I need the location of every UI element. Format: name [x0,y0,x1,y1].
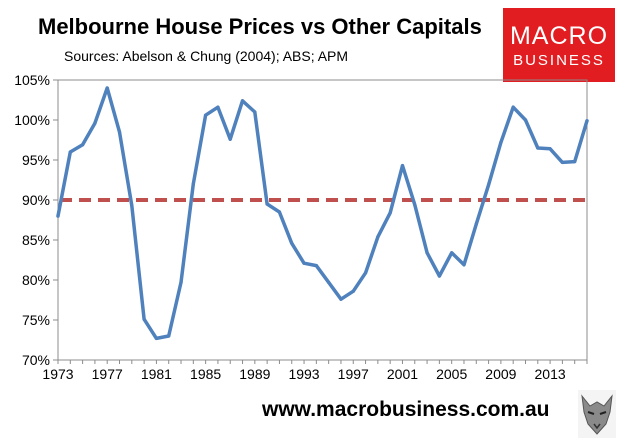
chart-title: Melbourne House Prices vs Other Capitals [38,14,482,39]
data-point [142,317,146,321]
data-point [277,210,282,214]
data-point [425,251,429,255]
y-tick-label: 105% [14,72,50,88]
x-tick-label: 1993 [288,366,319,382]
y-tick-label: 85% [22,232,50,248]
data-point [81,143,85,147]
x-tick-label: 2009 [485,366,516,382]
data-point [302,261,306,265]
data-point [130,204,134,208]
data-point [486,183,491,187]
data-point [68,150,72,154]
data-point [216,105,220,109]
x-tick-label: 2005 [436,366,467,382]
logo-line-2: BUSINESS [513,52,605,69]
logo-line-1: MACRO [509,22,609,50]
data-point [351,289,355,293]
macrobusiness-logo: MACRO BUSINESS [503,8,615,82]
data-point [179,280,183,284]
data-point [413,203,417,207]
data-point [265,202,269,206]
plot-area [57,79,588,361]
data-point [314,264,318,268]
x-tick-label: 1997 [338,366,369,382]
data-point [376,235,380,239]
x-tick-label: 2013 [535,366,566,382]
data-point [93,121,97,125]
data-point [388,211,392,215]
y-tick-label: 100% [14,112,50,128]
data-point [327,280,331,284]
data-point [240,99,245,103]
data-point [253,110,257,114]
x-tick-label: 1985 [190,366,221,382]
data-point [290,241,294,245]
data-point [437,274,441,278]
data-point [154,336,159,340]
data-point [462,263,466,267]
data-point [573,160,577,164]
data-point [204,113,208,117]
data-point [499,140,503,144]
y-tick-label: 80% [22,272,50,288]
data-point [474,222,478,226]
website-url[interactable]: www.macrobusiness.com.au [262,398,550,421]
chart-subtitle: Sources: Abelson & Chung (2004); ABS; AP… [64,48,349,64]
data-point [339,297,343,301]
y-tick-label: 90% [22,192,50,208]
data-point [523,118,528,122]
data-point [450,251,454,255]
x-tick-label: 2001 [387,366,418,382]
data-point [536,146,540,150]
x-tick-label: 1989 [239,366,270,382]
y-tick-label: 75% [22,312,50,328]
x-tick-label: 1977 [92,366,123,382]
wolf-logo-icon [578,390,616,438]
data-point [56,214,60,218]
data-point [105,86,109,90]
data-point [117,130,122,134]
x-tick-label: 1973 [42,366,73,382]
data-point [560,160,564,164]
data-point [191,182,195,186]
series-line [56,86,589,341]
data-point [400,164,405,168]
y-tick-label: 70% [22,352,50,368]
data-point [167,334,171,338]
data-point [228,137,232,141]
data-point [363,271,368,275]
y-tick-label: 95% [22,152,50,168]
data-point [585,119,589,123]
x-tick-label: 1981 [141,366,172,382]
data-point [511,105,515,109]
data-point [548,147,552,151]
